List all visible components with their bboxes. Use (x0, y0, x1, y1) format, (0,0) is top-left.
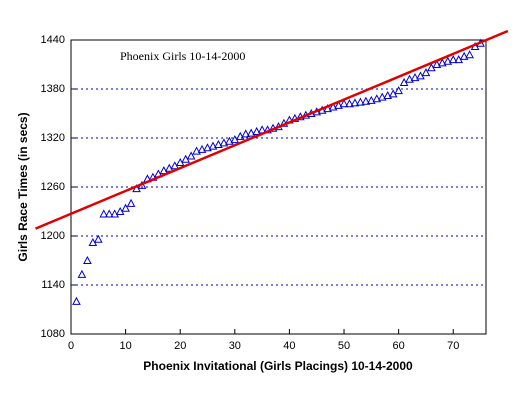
plot-frame (70, 39, 487, 335)
point (372, 94, 382, 103)
point (252, 126, 261, 135)
point (421, 68, 431, 77)
x-tick-label: 0 (68, 340, 74, 352)
point (459, 51, 469, 60)
point (121, 203, 130, 212)
point (197, 144, 207, 153)
y-tick-label: 1140 (41, 279, 65, 291)
y-tick-label: 1320 (41, 132, 65, 144)
point (377, 92, 387, 101)
chart-title: Phoenix Girls 10-14-2000 (120, 49, 245, 63)
y-tick-label: 1260 (41, 181, 65, 193)
point (186, 151, 196, 160)
x-axis-label: Phoenix Invitational (Girls Placings) 10… (143, 359, 413, 373)
y-axis-label: Girls Race Times (in secs) (16, 112, 30, 261)
point (246, 128, 256, 137)
point (77, 269, 87, 278)
y-tick-label: 1080 (41, 328, 65, 340)
x-tick-label: 60 (393, 340, 405, 352)
point (219, 138, 229, 147)
point (356, 97, 365, 106)
point (465, 50, 474, 59)
point (164, 163, 174, 172)
y-tick-label: 1200 (41, 230, 65, 242)
x-tick-label: 40 (283, 340, 295, 352)
point (126, 198, 136, 207)
point (214, 139, 223, 149)
point (383, 90, 393, 100)
point (192, 146, 201, 155)
point (104, 209, 114, 218)
point (83, 255, 92, 264)
point (208, 141, 218, 150)
point (350, 98, 360, 107)
x-tick-label: 70 (447, 340, 459, 352)
point (99, 209, 109, 218)
trend-line (35, 29, 509, 230)
x-tick-label: 20 (174, 340, 186, 352)
point (339, 99, 349, 108)
point (394, 86, 403, 95)
point (443, 56, 453, 65)
x-tick-label: 10 (119, 340, 131, 352)
point (110, 209, 120, 218)
point (366, 95, 376, 104)
x-tick-label: 50 (338, 340, 350, 352)
point (334, 100, 343, 109)
point (93, 234, 103, 243)
y-tick-label: 1380 (41, 83, 65, 95)
point (410, 73, 420, 82)
point (432, 59, 442, 68)
point (241, 129, 251, 138)
point (72, 296, 81, 305)
point (225, 136, 234, 145)
point (328, 102, 338, 111)
point (437, 58, 447, 67)
point (345, 99, 354, 108)
x-tick-label: 30 (229, 340, 241, 352)
point (235, 131, 245, 140)
point (448, 55, 458, 64)
y-tick-label: 1440 (41, 34, 65, 46)
point (203, 143, 212, 152)
point (405, 74, 414, 83)
point (361, 96, 371, 105)
